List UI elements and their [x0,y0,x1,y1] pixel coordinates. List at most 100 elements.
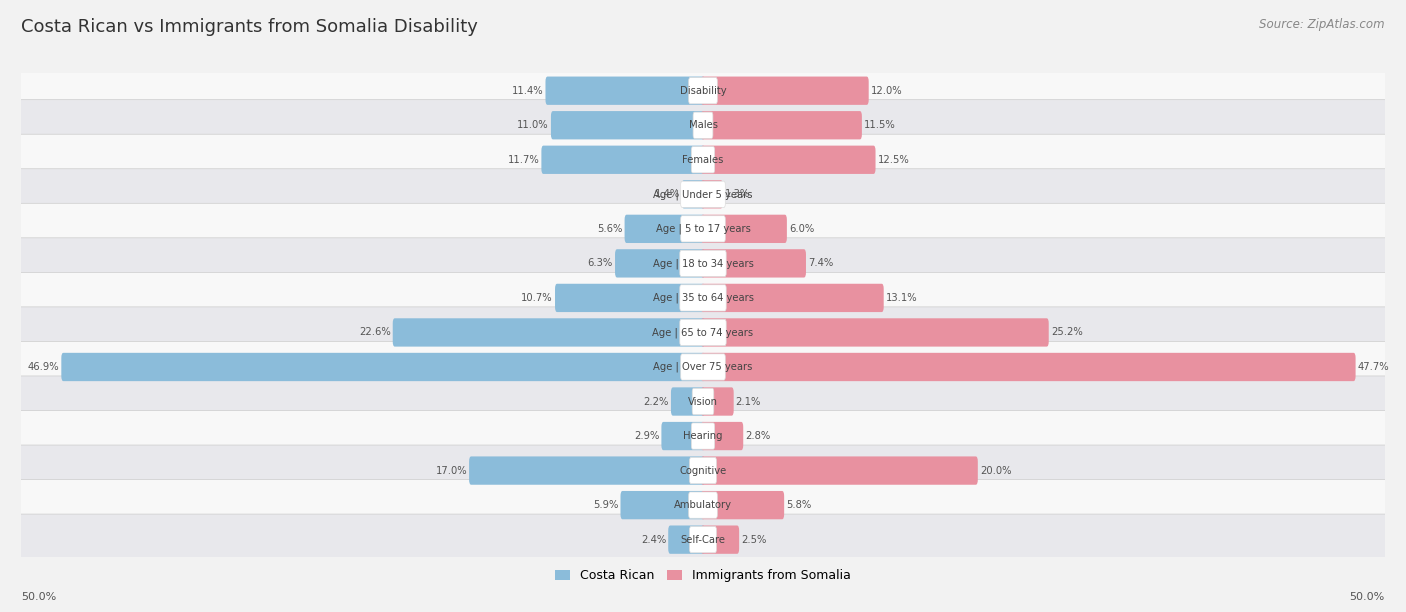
FancyBboxPatch shape [702,457,977,485]
Text: 13.1%: 13.1% [886,293,917,303]
Text: 2.2%: 2.2% [644,397,669,406]
FancyBboxPatch shape [681,215,725,242]
FancyBboxPatch shape [692,147,714,173]
FancyBboxPatch shape [702,146,876,174]
FancyBboxPatch shape [661,422,704,450]
Text: 5.8%: 5.8% [786,500,811,510]
Text: 50.0%: 50.0% [1350,592,1385,602]
Text: Costa Rican vs Immigrants from Somalia Disability: Costa Rican vs Immigrants from Somalia D… [21,18,478,36]
FancyBboxPatch shape [702,491,785,519]
Text: 11.4%: 11.4% [512,86,544,95]
FancyBboxPatch shape [692,423,714,449]
FancyBboxPatch shape [15,411,1391,461]
Text: Males: Males [689,120,717,130]
Text: 12.0%: 12.0% [870,86,903,95]
FancyBboxPatch shape [392,318,704,346]
FancyBboxPatch shape [689,78,717,104]
Text: 2.1%: 2.1% [735,397,761,406]
Text: 22.6%: 22.6% [359,327,391,337]
FancyBboxPatch shape [702,526,740,554]
Text: 6.3%: 6.3% [588,258,613,269]
Text: 5.9%: 5.9% [593,500,619,510]
Text: 12.5%: 12.5% [877,155,910,165]
FancyBboxPatch shape [15,134,1391,185]
FancyBboxPatch shape [702,422,744,450]
Text: 2.4%: 2.4% [641,535,666,545]
FancyBboxPatch shape [702,111,862,140]
Text: Age | Over 75 years: Age | Over 75 years [654,362,752,372]
FancyBboxPatch shape [620,491,704,519]
FancyBboxPatch shape [470,457,704,485]
Text: 47.7%: 47.7% [1358,362,1389,372]
Text: 50.0%: 50.0% [21,592,56,602]
FancyBboxPatch shape [15,169,1391,220]
Text: Age | Under 5 years: Age | Under 5 years [654,189,752,200]
Text: Age | 65 to 74 years: Age | 65 to 74 years [652,327,754,338]
FancyBboxPatch shape [15,480,1391,531]
FancyBboxPatch shape [15,307,1391,358]
FancyBboxPatch shape [15,341,1391,392]
FancyBboxPatch shape [702,284,884,312]
Text: 1.3%: 1.3% [725,189,749,200]
FancyBboxPatch shape [15,514,1391,565]
Text: 7.4%: 7.4% [808,258,834,269]
Text: 20.0%: 20.0% [980,466,1011,476]
Text: 46.9%: 46.9% [28,362,59,372]
Text: 11.7%: 11.7% [508,155,540,165]
FancyBboxPatch shape [15,272,1391,324]
FancyBboxPatch shape [702,387,734,416]
FancyBboxPatch shape [702,353,1355,381]
Text: 11.0%: 11.0% [517,120,548,130]
FancyBboxPatch shape [15,238,1391,289]
Legend: Costa Rican, Immigrants from Somalia: Costa Rican, Immigrants from Somalia [555,569,851,582]
FancyBboxPatch shape [702,318,1049,346]
FancyBboxPatch shape [555,284,704,312]
FancyBboxPatch shape [671,387,704,416]
FancyBboxPatch shape [693,112,713,138]
Text: 2.5%: 2.5% [741,535,766,545]
FancyBboxPatch shape [681,285,725,311]
FancyBboxPatch shape [15,65,1391,116]
Text: Ambulatory: Ambulatory [673,500,733,510]
FancyBboxPatch shape [689,492,717,518]
FancyBboxPatch shape [681,250,725,277]
Text: 11.5%: 11.5% [863,120,896,130]
Text: Vision: Vision [688,397,718,406]
FancyBboxPatch shape [15,100,1391,151]
Text: Self-Care: Self-Care [681,535,725,545]
FancyBboxPatch shape [692,389,714,415]
Text: 25.2%: 25.2% [1050,327,1083,337]
Text: Hearing: Hearing [683,431,723,441]
FancyBboxPatch shape [551,111,704,140]
FancyBboxPatch shape [702,249,806,277]
Text: Age | 5 to 17 years: Age | 5 to 17 years [655,223,751,234]
Text: 2.9%: 2.9% [634,431,659,441]
Text: Age | 35 to 64 years: Age | 35 to 64 years [652,293,754,303]
FancyBboxPatch shape [668,526,704,554]
Text: Source: ZipAtlas.com: Source: ZipAtlas.com [1260,18,1385,31]
Text: 2.8%: 2.8% [745,431,770,441]
Text: 1.4%: 1.4% [655,189,681,200]
FancyBboxPatch shape [702,76,869,105]
FancyBboxPatch shape [624,215,704,243]
FancyBboxPatch shape [689,457,717,483]
FancyBboxPatch shape [614,249,704,277]
FancyBboxPatch shape [702,215,787,243]
FancyBboxPatch shape [682,180,704,209]
FancyBboxPatch shape [15,445,1391,496]
FancyBboxPatch shape [15,203,1391,255]
FancyBboxPatch shape [15,376,1391,427]
Text: 5.6%: 5.6% [598,224,623,234]
Text: 10.7%: 10.7% [522,293,553,303]
FancyBboxPatch shape [681,181,725,207]
FancyBboxPatch shape [546,76,704,105]
FancyBboxPatch shape [62,353,704,381]
FancyBboxPatch shape [541,146,704,174]
Text: Females: Females [682,155,724,165]
Text: Age | 18 to 34 years: Age | 18 to 34 years [652,258,754,269]
Text: 6.0%: 6.0% [789,224,814,234]
FancyBboxPatch shape [689,526,717,553]
FancyBboxPatch shape [681,354,725,380]
Text: 17.0%: 17.0% [436,466,467,476]
Text: Disability: Disability [679,86,727,95]
